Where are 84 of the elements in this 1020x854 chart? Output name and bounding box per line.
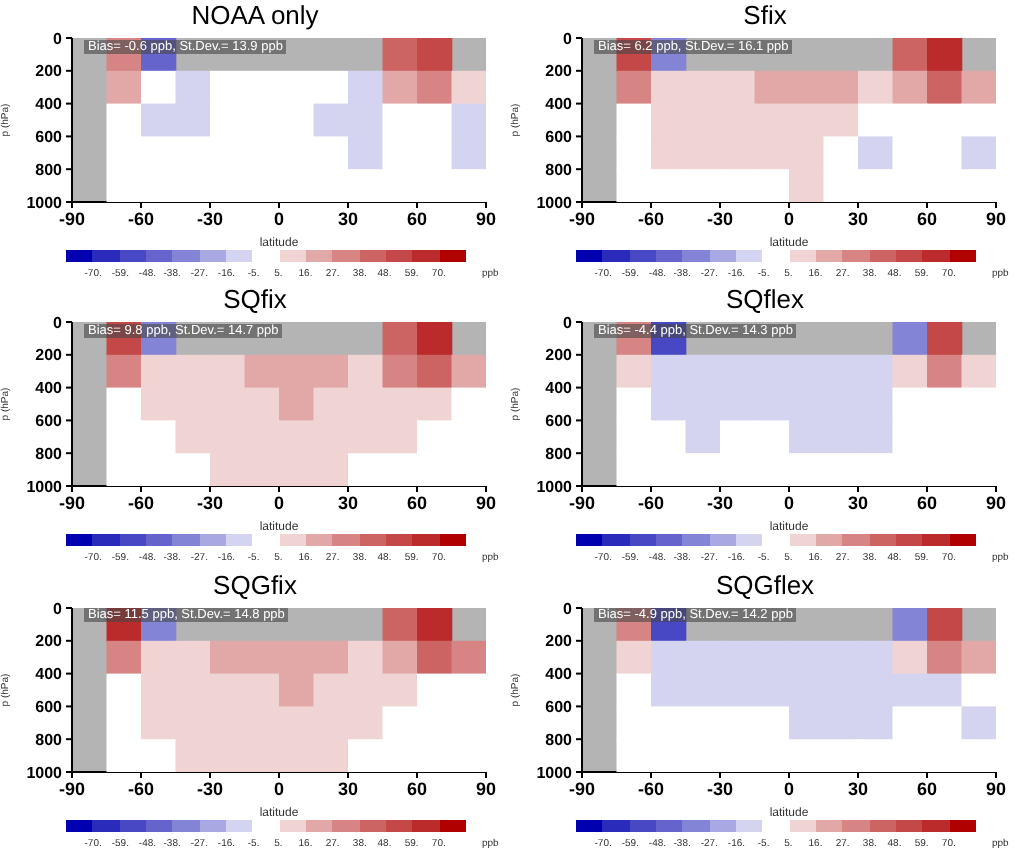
y-tick-label: 600 xyxy=(545,412,574,431)
x-tick-label: -90 xyxy=(568,493,596,514)
y-tick-label: 1000 xyxy=(26,478,64,497)
y-tick-label: 800 xyxy=(35,730,64,749)
y-tick-label: 200 xyxy=(35,631,64,650)
x-tick-label: -60 xyxy=(127,208,155,229)
x-tick-label: 0 xyxy=(273,208,285,229)
x-tick-label: 30 xyxy=(847,208,869,229)
y-tick-label: 400 xyxy=(35,95,64,114)
y-tick-label: 400 xyxy=(545,664,574,683)
y-tick-label: 0 xyxy=(53,598,64,617)
y-tick-label: 600 xyxy=(35,128,64,147)
y-tick-label: 200 xyxy=(545,347,574,366)
x-tick-label: 90 xyxy=(475,493,497,514)
x-tick-label: -60 xyxy=(637,778,665,799)
x-tick-label: 0 xyxy=(273,778,285,799)
x-tick-label: -60 xyxy=(127,778,155,799)
y-tick-label: 200 xyxy=(545,62,574,81)
chart-title: NOAA only xyxy=(189,0,321,30)
x-tick-label: 60 xyxy=(916,778,938,799)
x-tick-label: 0 xyxy=(273,493,285,514)
chart-title: SQfix xyxy=(221,284,289,315)
y-tick-label: 800 xyxy=(545,730,574,749)
x-tick-label: 30 xyxy=(337,493,359,514)
x-tick-label: 90 xyxy=(985,778,1007,799)
x-tick-label: 30 xyxy=(337,208,359,229)
y-tick-label: 200 xyxy=(35,347,64,366)
y-tick-label: 600 xyxy=(35,412,64,431)
y-tick-label: 1000 xyxy=(536,193,574,212)
x-tick-label: 60 xyxy=(916,493,938,514)
y-tick-label: 400 xyxy=(35,664,64,683)
y-tick-label: 800 xyxy=(35,445,64,464)
y-tick-label: 1000 xyxy=(536,762,574,781)
x-tick-label: 0 xyxy=(783,778,795,799)
y-tick-label: 400 xyxy=(35,379,64,398)
x-tick-label: 90 xyxy=(475,208,497,229)
x-tick-label: -90 xyxy=(58,493,86,514)
x-tick-label: 90 xyxy=(475,778,497,799)
y-tick-label: 1000 xyxy=(26,762,64,781)
x-tick-label: 90 xyxy=(985,208,1007,229)
x-tick-label: -30 xyxy=(196,493,224,514)
x-tick-label: 60 xyxy=(406,208,428,229)
x-tick-label: 0 xyxy=(783,493,795,514)
x-tick-label: 30 xyxy=(847,493,869,514)
x-tick-label: 0 xyxy=(783,208,795,229)
y-tick-label: 400 xyxy=(545,95,574,114)
chart-title: SQflex xyxy=(723,284,806,315)
x-tick-label: -90 xyxy=(568,208,596,229)
x-tick-label: -30 xyxy=(706,208,734,229)
chart-title: SQGflex xyxy=(713,569,817,600)
x-tick-label: 30 xyxy=(337,778,359,799)
y-tick-label: 0 xyxy=(53,29,64,48)
y-tick-label: 200 xyxy=(545,631,574,650)
y-tick-label: 1000 xyxy=(536,478,574,497)
x-tick-label: -60 xyxy=(637,208,665,229)
x-tick-label: 60 xyxy=(406,493,428,514)
y-tick-label: 800 xyxy=(35,160,64,179)
y-tick-label: 200 xyxy=(35,62,64,81)
y-tick-label: 600 xyxy=(545,697,574,716)
y-tick-label: 0 xyxy=(563,29,574,48)
x-tick-label: -90 xyxy=(568,778,596,799)
y-tick-label: 0 xyxy=(563,314,574,333)
y-tick-label: 0 xyxy=(563,598,574,617)
y-tick-label: 1000 xyxy=(26,193,64,212)
y-tick-label: 600 xyxy=(545,128,574,147)
y-tick-label: 400 xyxy=(545,379,574,398)
chart-title: SQGfix xyxy=(211,569,299,600)
x-tick-label: 90 xyxy=(985,493,1007,514)
x-tick-label: 60 xyxy=(916,208,938,229)
y-tick-label: 600 xyxy=(35,697,64,716)
x-tick-label: -60 xyxy=(127,493,155,514)
x-tick-label: -90 xyxy=(58,208,86,229)
x-tick-label: -60 xyxy=(637,493,665,514)
x-tick-label: 60 xyxy=(406,778,428,799)
y-tick-label: 800 xyxy=(545,160,574,179)
y-tick-label: 800 xyxy=(545,445,574,464)
x-tick-label: -30 xyxy=(196,778,224,799)
x-tick-label: 30 xyxy=(847,778,869,799)
x-tick-label: -30 xyxy=(706,493,734,514)
x-tick-label: -30 xyxy=(196,208,224,229)
chart-title: Sfix xyxy=(741,0,789,30)
y-tick-label: 0 xyxy=(53,314,64,333)
x-tick-label: -90 xyxy=(58,778,86,799)
x-tick-label: -30 xyxy=(706,778,734,799)
